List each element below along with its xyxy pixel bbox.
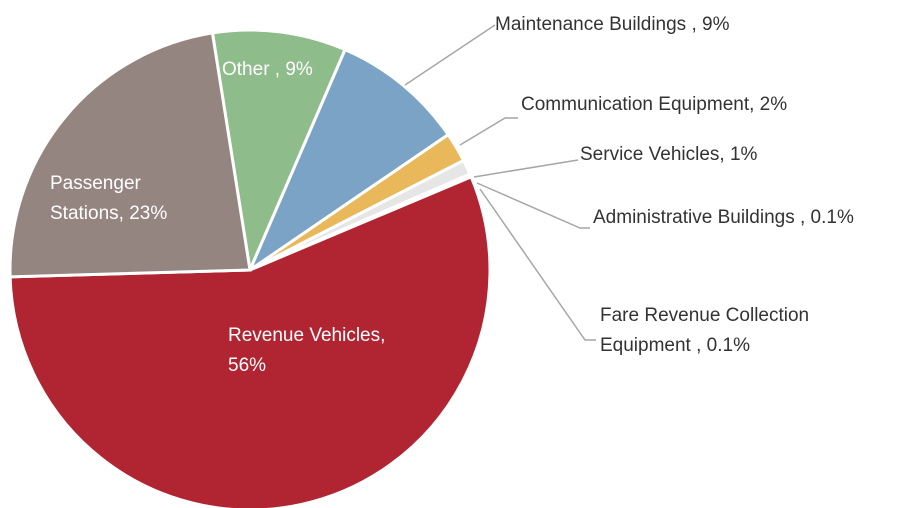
leader-line — [404, 24, 496, 86]
leader-line — [473, 159, 579, 178]
leader-line — [459, 117, 518, 146]
pie-slice — [210, 28, 348, 276]
slice-label-line: Passenger — [50, 173, 142, 194]
pie-slice — [246, 47, 451, 275]
pie-slice — [8, 31, 252, 279]
slice-label-line: Maintenance Buildings , 9% — [495, 14, 730, 35]
slice-label-line: Equipment , 0.1% — [600, 335, 750, 356]
slice-label: Passenger Stations, 23% — [50, 173, 167, 224]
slice-label-line: Revenue Vehicles, — [228, 325, 385, 346]
slice-label: Revenue Vehicles, 56% — [228, 325, 385, 376]
slice-label: Fare Revenue Collection Equipment , 0.1% — [600, 305, 809, 356]
slice-label-line: Service Vehicles, 1% — [580, 144, 758, 165]
slice-label: Other , 9% — [222, 59, 313, 80]
slice-label-line: Other , 9% — [222, 59, 313, 80]
leader-line — [476, 182, 590, 229]
leader-line — [479, 188, 596, 341]
slice-label-line: 56% — [228, 355, 266, 376]
slice-label: Communication Equipment, 2% — [521, 94, 787, 115]
slice-label: Service Vehicles, 1% — [580, 144, 758, 165]
slice-label-line: Communication Equipment, 2% — [521, 94, 787, 115]
slice-label-line: Administrative Buildings , 0.1% — [593, 207, 854, 228]
pie-slice — [8, 174, 492, 508]
slice-label: Maintenance Buildings , 9% — [495, 14, 730, 35]
slice-label-line: Fare Revenue Collection — [600, 305, 809, 326]
slice-label: Administrative Buildings , 0.1% — [593, 207, 854, 228]
slice-label-line: Stations, 23% — [50, 203, 167, 224]
